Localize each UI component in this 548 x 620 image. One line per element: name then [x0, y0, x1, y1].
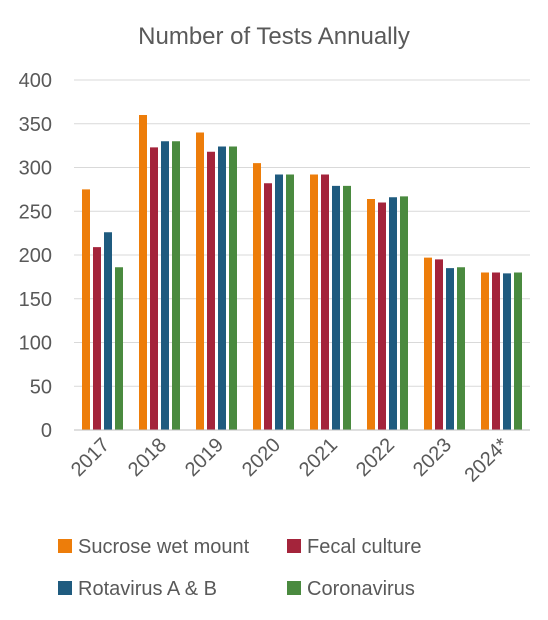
bar-2017-sucrose-wet-mount [82, 189, 90, 430]
bar-2020-coronavirus [286, 174, 294, 430]
legend-swatch [58, 539, 72, 553]
y-tick-label: 50 [30, 376, 52, 398]
y-tick-label: 0 [41, 420, 52, 442]
legend: Sucrose wet mount Fecal culture Rotavirus … [58, 536, 422, 600]
bar-2022-sucrose-wet-mount [367, 199, 375, 430]
bar-2023-rotavirus-a-b [446, 268, 454, 430]
bar-2024*-coronavirus [514, 272, 522, 430]
bar-2019-sucrose-wet-mount [196, 132, 204, 430]
x-tick-label: 2020 [238, 434, 285, 481]
bar-2023-sucrose-wet-mount [424, 257, 432, 430]
x-tick-label: 2017 [67, 434, 114, 481]
bar-2017-coronavirus [115, 267, 123, 430]
bar-2021-fecal-culture [321, 174, 329, 430]
bar-2017-fecal-culture [93, 247, 101, 430]
bar-2023-coronavirus [457, 267, 465, 430]
legend-swatch [287, 581, 301, 595]
bar-2021-sucrose-wet-mount [310, 174, 318, 430]
bar-2019-coronavirus [229, 146, 237, 430]
bar-2022-coronavirus [400, 196, 408, 430]
x-tick-label: 2022 [352, 434, 399, 481]
x-tick-label: 2018 [124, 434, 171, 481]
bar-2017-rotavirus-a-b [104, 232, 112, 430]
bar-2019-fecal-culture [207, 151, 215, 430]
legend-swatch [58, 581, 72, 595]
bar-2020-fecal-culture [264, 183, 272, 430]
bar-2018-rotavirus-a-b [161, 141, 169, 430]
bar-2018-sucrose-wet-mount [139, 115, 147, 430]
y-axis-ticks: 0 50 100 150 200 250 300 350 400 [19, 70, 52, 442]
bar-2021-rotavirus-a-b [332, 185, 340, 430]
legend-label: Fecal culture [307, 536, 422, 558]
y-tick-label: 150 [19, 289, 52, 311]
legend-swatch [287, 539, 301, 553]
bar-2018-coronavirus [172, 141, 180, 430]
legend-label: Coronavirus [307, 578, 415, 600]
legend-label: Sucrose wet mount [78, 536, 250, 558]
bar-2024*-fecal-culture [492, 272, 500, 430]
legend-label: Rotavirus A & B [78, 578, 217, 600]
y-tick-label: 300 [19, 158, 52, 180]
x-tick-label: 2019 [181, 434, 228, 481]
bar-2024*-sucrose-wet-mount [481, 272, 489, 430]
bar-2019-rotavirus-a-b [218, 146, 226, 430]
bar-2024*-rotavirus-a-b [503, 273, 511, 430]
y-tick-label: 250 [19, 201, 52, 223]
x-tick-label: 2021 [295, 434, 342, 481]
bar-2018-fecal-culture [150, 147, 158, 430]
bar-2020-rotavirus-a-b [275, 174, 283, 430]
y-tick-label: 100 [19, 333, 52, 355]
chart-title: Number of Tests Annually [138, 23, 410, 50]
y-tick-label: 400 [19, 70, 52, 92]
x-axis-ticks: 2017 2018 2019 2020 2021 2022 2023 2024* [67, 434, 513, 487]
bar-2022-fecal-culture [378, 202, 386, 430]
bar-2021-coronavirus [343, 185, 351, 430]
bar-2020-sucrose-wet-mount [253, 163, 261, 430]
x-tick-label: 2024* [461, 434, 514, 487]
bars [82, 115, 522, 430]
y-tick-label: 350 [19, 114, 52, 136]
x-tick-label: 2023 [409, 434, 456, 481]
bar-2022-rotavirus-a-b [389, 197, 397, 430]
bar-2023-fecal-culture [435, 259, 443, 430]
y-tick-label: 200 [19, 245, 52, 267]
